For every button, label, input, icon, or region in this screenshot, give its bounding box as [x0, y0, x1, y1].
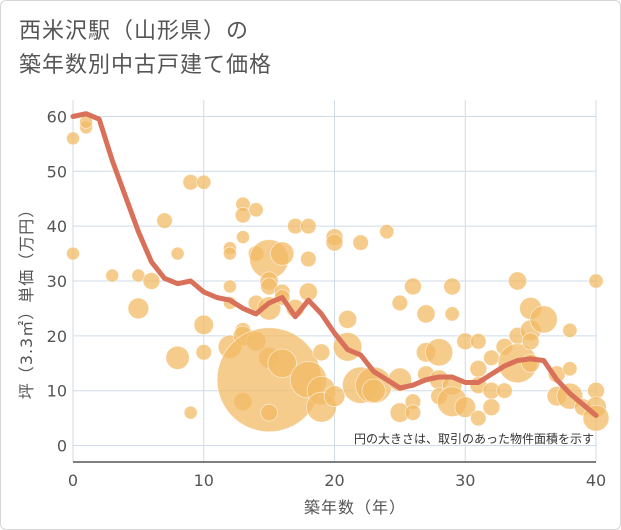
- chart-title-line-2: 築年数別中古戸建て価格: [19, 53, 273, 78]
- bubble-point: [300, 250, 317, 268]
- bubble-point: [156, 212, 173, 229]
- bubble-point: [222, 246, 237, 261]
- chart-title: 西米沢駅（山形県）の 築年数別中古戸建て価格: [19, 15, 272, 83]
- bubble-point: [260, 403, 278, 422]
- bubble-point: [195, 344, 212, 361]
- x-tick-label: 30: [455, 471, 475, 490]
- bubble-point: [127, 297, 150, 320]
- x-tick-label: 10: [194, 471, 214, 490]
- y-tick-label: 10: [47, 382, 67, 401]
- bubble-point: [404, 404, 422, 421]
- bubble-point: [236, 230, 250, 245]
- bubble-point: [470, 333, 487, 350]
- bubble-point: [361, 378, 386, 403]
- bubble-point: [170, 246, 185, 261]
- bubble-point: [312, 343, 331, 362]
- x-tick-label: 20: [324, 471, 344, 490]
- bubble-point: [66, 246, 80, 261]
- y-tick-label: 60: [47, 107, 67, 126]
- bubble-point: [270, 241, 295, 266]
- bubble-point: [234, 206, 252, 224]
- bubble-point: [325, 233, 344, 252]
- bubble-point: [404, 277, 422, 296]
- bubble-point: [444, 306, 460, 322]
- bubble-point: [323, 385, 346, 407]
- bubble-point: [338, 309, 358, 329]
- bubble-point: [529, 305, 558, 334]
- bubble-point: [196, 174, 212, 190]
- y-tick-labels: 0 10 20 30 40 50 60: [47, 107, 67, 455]
- x-tick-labels: 0 10 20 30 40: [68, 471, 606, 490]
- bubble-point: [352, 234, 369, 251]
- bubble-point: [267, 348, 297, 378]
- bubble-point: [443, 277, 462, 296]
- y-tick-label: 20: [47, 327, 67, 346]
- bubble-point: [222, 279, 237, 294]
- bubble-point: [482, 398, 501, 417]
- x-tick-label: 40: [586, 471, 606, 490]
- bubble-point: [379, 224, 395, 240]
- bubble-point: [182, 174, 199, 191]
- bubble-point: [562, 322, 578, 338]
- bubble-point: [105, 268, 120, 283]
- bubble-point: [183, 405, 198, 420]
- bubble-point: [165, 345, 190, 370]
- bubble-point: [454, 396, 477, 418]
- bubble-point: [142, 272, 161, 290]
- x-tick-label: 0: [68, 471, 78, 490]
- bubble-size-note: 円の大きさは、取引のあった物件面積を示す: [354, 431, 594, 446]
- bubble-point: [496, 382, 513, 399]
- bubble-point: [300, 217, 317, 235]
- bubble-point: [562, 361, 578, 377]
- bubble-point: [391, 294, 409, 312]
- bubble-point: [483, 349, 500, 366]
- bubble-point: [193, 314, 214, 336]
- bubble-point: [248, 202, 264, 218]
- y-tick-label: 50: [47, 162, 67, 181]
- bubble-point: [508, 271, 528, 291]
- x-axis-title: 築年数（年）: [304, 498, 406, 517]
- bubble-point: [416, 304, 436, 324]
- bubble-point: [425, 338, 454, 367]
- bubble-point: [588, 273, 604, 289]
- y-tick-label: 40: [47, 217, 67, 236]
- bubble-point: [469, 359, 488, 378]
- bubble-layer: [66, 115, 610, 433]
- y-tick-label: 30: [47, 272, 67, 291]
- y-axis-title: 坪（3.3㎡）単価（万円）: [17, 201, 36, 399]
- bubble-point: [66, 131, 80, 146]
- trend-line: [70, 111, 599, 418]
- chart-title-line-1: 西米沢駅（山形県）の: [19, 19, 250, 44]
- y-tick-label: 0: [57, 437, 67, 456]
- bubble-point: [470, 409, 487, 427]
- bubble-point: [521, 332, 540, 351]
